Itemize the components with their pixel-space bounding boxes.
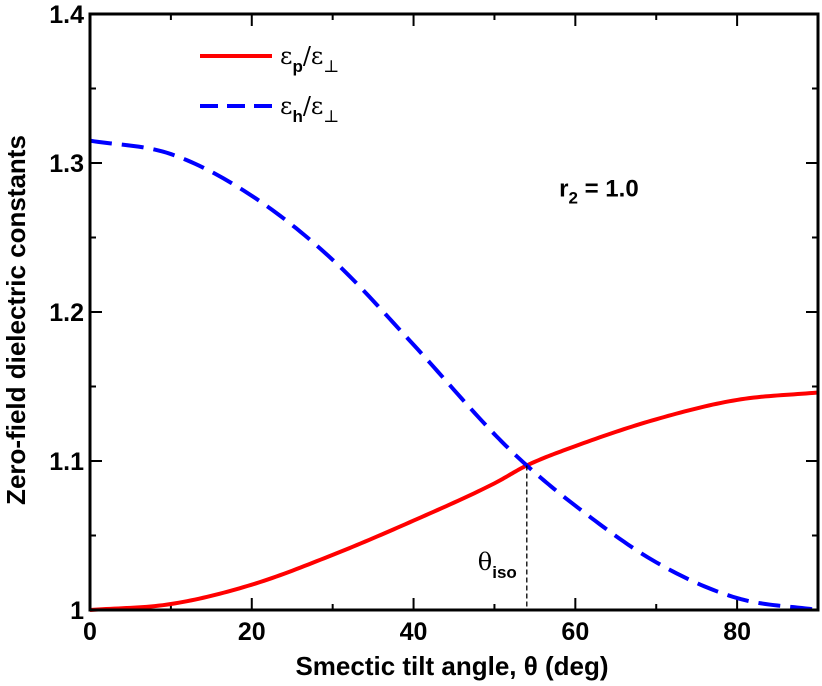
y-axis-title: Zero-field dielectric constants <box>1 135 31 505</box>
legend-label-eh: εh/ε⊥ <box>280 92 339 127</box>
y-tick-label: 1.1 <box>49 448 84 476</box>
legend-ep-rest: /ε <box>303 42 324 70</box>
param-rest: = 1.0 <box>578 175 639 202</box>
legend-eh-sub: h <box>292 107 302 126</box>
iso-sub: iso <box>492 563 517 582</box>
x-tick-label: 60 <box>561 618 589 646</box>
legend-eh-rest: /ε <box>303 92 324 120</box>
legend-eh-perp: ⊥ <box>323 107 339 127</box>
x-tick-label: 20 <box>238 618 266 646</box>
y-tick-label: 1.3 <box>49 150 84 178</box>
y-tick-label: 1.4 <box>49 1 84 29</box>
series-line-eh <box>89 138 819 612</box>
legend: εp/ε⊥ εh/ε⊥ <box>200 42 339 127</box>
y-tick-label: 1.2 <box>49 299 84 327</box>
legend-eh-main: ε <box>280 92 292 120</box>
parameter-annotation: r2 = 1.0 <box>559 175 639 207</box>
legend-ep-perp: ⊥ <box>323 57 339 77</box>
x-tick-label: 0 <box>83 618 97 646</box>
legend-ep-main: ε <box>280 42 292 70</box>
theta-iso-annotation: θiso <box>478 548 517 582</box>
iso-main: θ <box>478 548 492 576</box>
lines-layer <box>89 138 819 612</box>
legend-label-ep: εp/ε⊥ <box>280 42 339 77</box>
ticks-layer: 0 20 40 60 80 1 1.1 1.2 1.3 1.4 <box>49 1 818 646</box>
param-main: r <box>559 175 568 202</box>
y-tick-label: 1 <box>70 597 84 625</box>
legend-ep-sub: p <box>292 57 302 76</box>
param-sub: 2 <box>568 188 577 207</box>
x-tick-label: 80 <box>723 618 751 646</box>
series-line-ep <box>89 390 819 612</box>
x-axis-title: Smectic tilt angle, θ (deg) <box>295 651 608 681</box>
x-tick-label: 40 <box>400 618 428 646</box>
plot-frame <box>88 12 820 612</box>
